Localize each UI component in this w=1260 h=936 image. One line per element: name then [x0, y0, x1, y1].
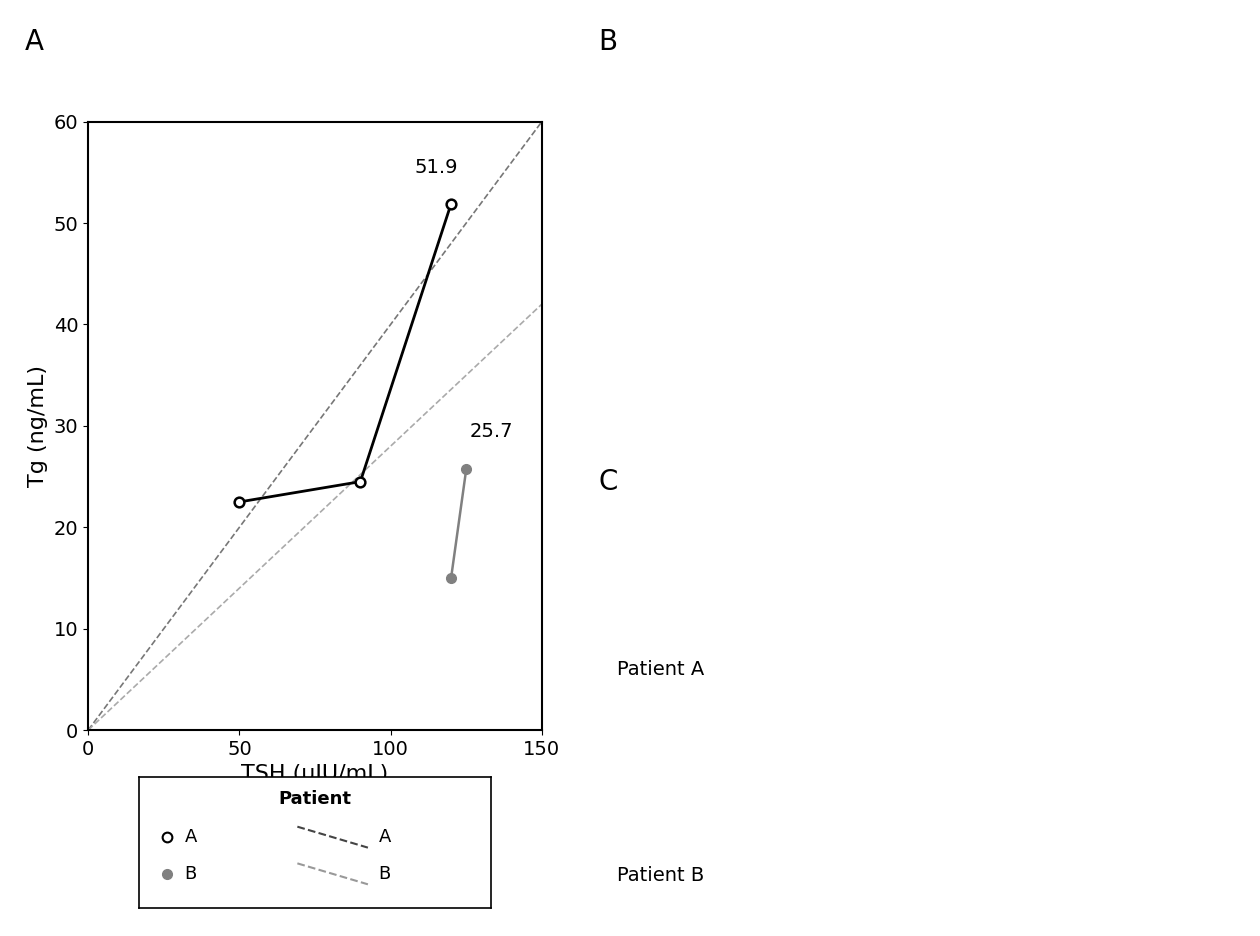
Y-axis label: Tg (ng/mL): Tg (ng/mL) [28, 365, 48, 487]
Text: A: A [378, 828, 391, 846]
Text: 25.7: 25.7 [469, 422, 513, 441]
Text: B: B [184, 865, 197, 883]
Text: A: A [25, 28, 44, 56]
Text: Patient A: Patient A [617, 660, 704, 679]
Text: 51.9: 51.9 [415, 158, 459, 178]
Text: Patient B: Patient B [617, 866, 704, 885]
Text: Patient: Patient [278, 790, 352, 808]
Text: B: B [378, 865, 391, 883]
X-axis label: TSH (μIU/mL): TSH (μIU/mL) [242, 765, 388, 784]
Text: B: B [598, 28, 617, 56]
Text: A: A [184, 828, 197, 846]
Text: C: C [598, 468, 617, 496]
